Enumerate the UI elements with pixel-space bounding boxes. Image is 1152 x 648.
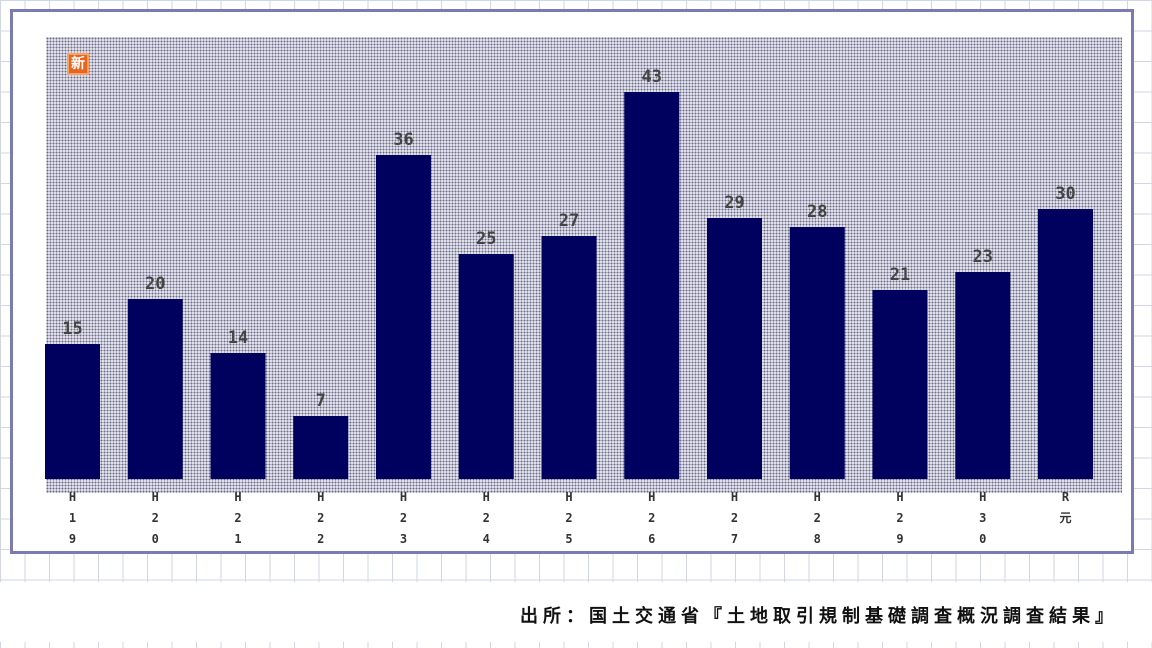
source-band: 出所：国土交通省『土地取引規制基礎調査概況調査結果』 [0,582,1152,642]
bar-H23 [376,155,431,479]
bar-H24 [458,254,514,479]
value-label-H25: 27 [559,211,579,231]
value-label-H27: 29 [724,193,744,213]
value-label-H23: 36 [393,130,413,150]
source-note: 出所：国土交通省『土地取引規制基礎調査概況調査結果』 [520,606,1118,627]
bar-H25 [541,236,597,479]
value-label-H19: 15 [62,319,82,339]
bar-H21 [210,353,266,479]
value-label-H20: 20 [145,274,165,294]
value-label-H28: 28 [807,202,827,222]
value-label-H26: 43 [642,67,662,87]
value-label-R元: 30 [1055,184,1075,204]
bar-H29 [872,290,928,479]
bar-H30 [955,272,1011,479]
bar-R元 [1038,209,1093,479]
value-label-H29: 21 [890,265,910,285]
new-badge: 新 [67,53,89,75]
bar-H27 [707,218,762,479]
bar-H19 [45,344,100,479]
value-label-H24: 25 [476,229,496,249]
value-label-H21: 14 [228,328,248,348]
value-label-H30: 23 [973,247,993,267]
bar-H20 [127,299,183,479]
bar-H28 [789,227,845,479]
value-label-H22: 7 [316,391,326,411]
bar-H26 [624,92,680,479]
bar-H22 [293,416,349,479]
